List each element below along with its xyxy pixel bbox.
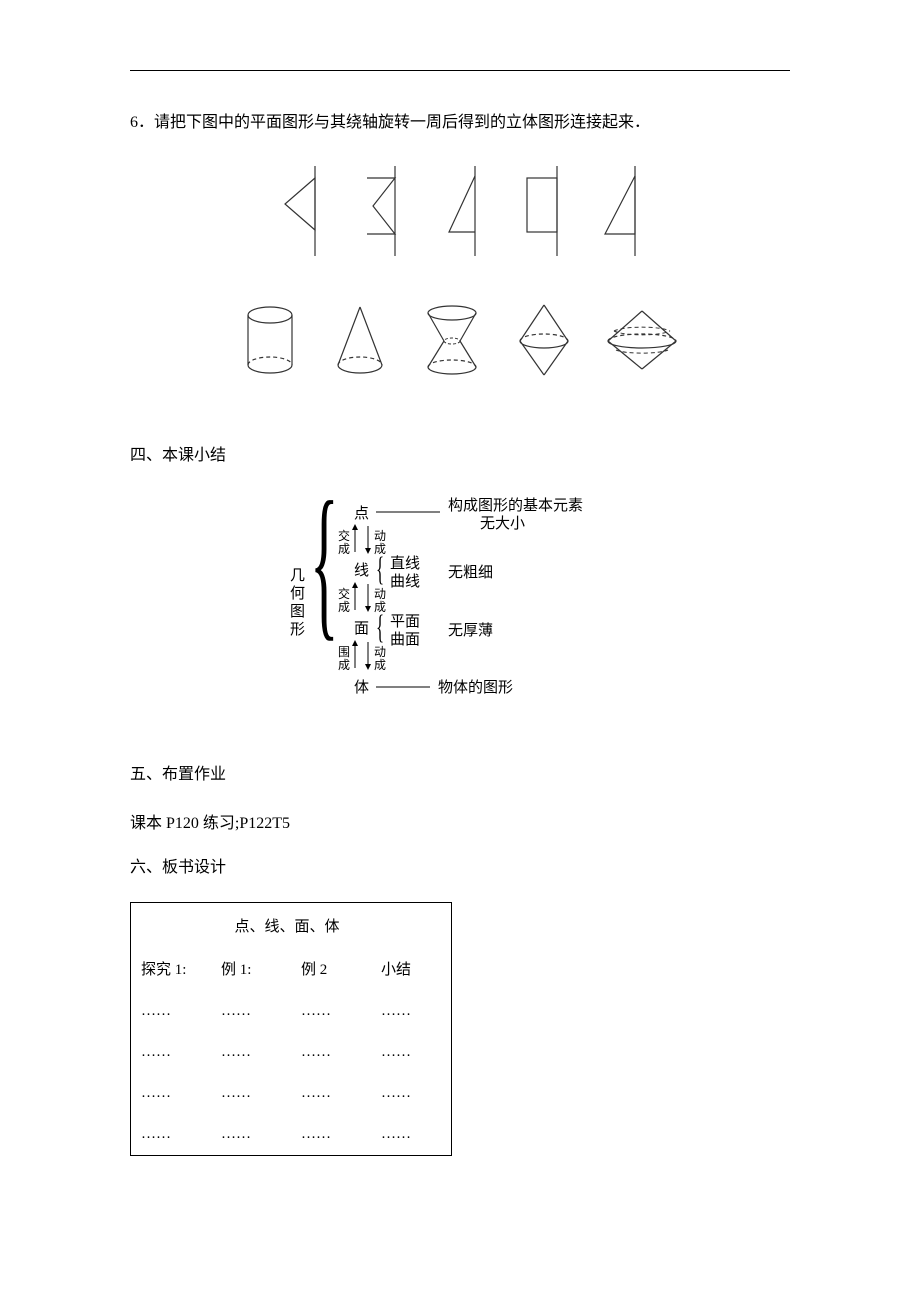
board-cell: ……: [291, 1032, 371, 1073]
jiao-2a: 交: [338, 586, 350, 601]
board-title: 点、线、面、体: [131, 903, 452, 947]
board-body: ……………………………………………………………………………………: [131, 991, 452, 1156]
board-cell: ……: [131, 1032, 212, 1073]
header-rule: [130, 70, 790, 71]
board-cell: ……: [211, 1073, 291, 1114]
board-row: ……………………: [131, 991, 452, 1032]
board-cell: ……: [371, 1073, 452, 1114]
flat-shape-4: [515, 166, 565, 256]
point-desc1: 构成图形的基本元素: [448, 497, 583, 514]
flat-shape-1: [275, 166, 325, 256]
board-cell: ……: [291, 1073, 371, 1114]
node-point: 点: [354, 505, 369, 522]
solid-cylinder: [240, 301, 300, 381]
solid-spool: [420, 301, 484, 381]
jiao-1b: 成: [338, 542, 350, 556]
board-row: ……………………: [131, 1114, 452, 1156]
line-desc: 无粗细: [448, 564, 493, 581]
root-char-3: 图: [290, 603, 305, 620]
surface-brace: {: [376, 608, 384, 646]
dong-1a: 动: [374, 529, 386, 543]
board-row: ……………………: [131, 1073, 452, 1114]
board-cell: ……: [291, 1114, 371, 1156]
dong-3b: 成: [374, 658, 386, 672]
board-cell: ……: [291, 991, 371, 1032]
section-6-heading: 六、板书设计: [130, 853, 790, 877]
board-cell: ……: [211, 1114, 291, 1156]
jiao-2b: 成: [338, 600, 350, 614]
board-cell: ……: [211, 991, 291, 1032]
board-cell: ……: [371, 1114, 452, 1156]
board-title-row: 点、线、面、体: [131, 903, 452, 947]
flat-shape-2: [355, 166, 405, 256]
board-row: ……………………: [131, 1032, 452, 1073]
body-desc: 物体的图形: [438, 679, 513, 696]
flat-shapes-row: [130, 166, 790, 256]
section-4-heading: 四、本课小结: [130, 441, 790, 465]
board-header-row: 探究 1: 例 1: 例 2 小结: [131, 946, 452, 991]
board-cell: ……: [371, 1032, 452, 1073]
jiao-1a: 交: [338, 528, 350, 543]
board-cell: ……: [131, 1114, 212, 1156]
board-design-table: 点、线、面、体 探究 1: 例 1: 例 2 小结 ………………………………………: [130, 902, 452, 1156]
surface-desc: 无厚薄: [448, 622, 493, 639]
dong-3a: 动: [374, 645, 386, 659]
wei-b: 成: [338, 658, 350, 672]
board-cell: ……: [211, 1032, 291, 1073]
board-h2: 例 1:: [211, 946, 291, 991]
dong-2a: 动: [374, 587, 386, 601]
surface-sub1: 平面: [390, 614, 420, 630]
section-5-heading: 五、布置作业: [130, 760, 790, 784]
wei-a: 围: [338, 645, 350, 659]
node-body: 体: [354, 679, 369, 696]
flat-shape-5: [595, 166, 645, 256]
root-char-2: 何: [290, 585, 305, 602]
question-line: 6．请把下图中的平面图形与其绕轴旋转一周后得到的立体图形连接起来．: [130, 109, 790, 136]
page: 6．请把下图中的平面图形与其绕轴旋转一周后得到的立体图形连接起来．: [0, 0, 920, 1302]
board-cell: ……: [371, 991, 452, 1032]
surface-sub2: 曲面: [390, 631, 420, 648]
flat-shape-3: [435, 166, 485, 256]
root-char-4: 形: [290, 621, 305, 638]
solid-bicone: [514, 301, 574, 381]
summary-diagram: 几 何 图 形 { 点 构成图形的基本元素 无大小 交 成 动 成: [130, 490, 790, 720]
question-number: 6．: [130, 114, 154, 131]
solid-shapes-row: [130, 301, 790, 381]
node-surface: 面: [354, 621, 369, 637]
root-brace: {: [310, 490, 339, 655]
summary-svg: 几 何 图 形 { 点 构成图形的基本元素 无大小 交 成 动 成: [280, 490, 640, 720]
node-line: 线: [354, 562, 369, 579]
shapes-container: [130, 166, 790, 381]
question-text: 请把下图中的平面图形与其绕轴旋转一周后得到的立体图形连接起来．: [154, 114, 650, 131]
line-brace: {: [376, 550, 384, 588]
board-cell: ……: [131, 991, 212, 1032]
solid-cone: [330, 301, 390, 381]
solid-lens: [604, 301, 680, 381]
board-h4: 小结: [371, 946, 452, 991]
board-h1: 探究 1:: [131, 946, 212, 991]
board-cell: ……: [131, 1073, 212, 1114]
line-sub1: 直线: [390, 555, 420, 572]
point-desc2: 无大小: [480, 515, 525, 532]
board-h3: 例 2: [291, 946, 371, 991]
root-char-1: 几: [290, 568, 305, 584]
line-sub2: 曲线: [390, 573, 420, 590]
section-5-body: 课本 P120 练习;P122T5: [130, 809, 790, 833]
